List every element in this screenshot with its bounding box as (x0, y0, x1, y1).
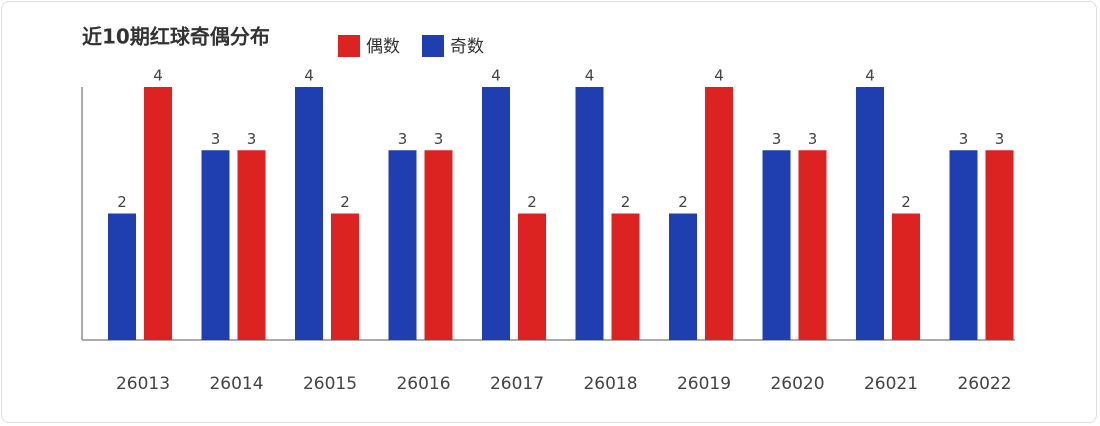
x-tick-label: 26013 (116, 374, 170, 394)
x-tick-label: 26018 (583, 374, 637, 394)
legend-label: 奇数 (450, 37, 484, 57)
value-label: 4 (585, 67, 595, 85)
bar (575, 87, 604, 340)
value-label: 4 (153, 67, 163, 85)
bar (949, 150, 978, 340)
bar (856, 87, 884, 340)
bar (762, 150, 791, 340)
bar (388, 150, 417, 340)
x-tick-label: 26015 (303, 374, 357, 394)
bar (985, 150, 1014, 340)
legend-swatch (422, 35, 444, 57)
value-label: 4 (865, 67, 875, 85)
value-label: 2 (340, 193, 350, 211)
bar (237, 150, 266, 340)
value-label: 2 (678, 193, 688, 211)
bar (669, 213, 697, 340)
value-label: 4 (491, 67, 501, 85)
bar (611, 213, 640, 340)
value-label: 2 (527, 193, 537, 211)
value-label: 3 (808, 130, 818, 148)
value-label: 2 (901, 193, 911, 211)
value-label: 4 (714, 67, 724, 85)
chart-title: 近10期红球奇偶分布 (82, 25, 270, 49)
value-label: 3 (772, 130, 782, 148)
value-label: 2 (621, 193, 631, 211)
x-tick-label: 26019 (677, 374, 731, 394)
x-tick-label: 26014 (209, 374, 263, 394)
value-label: 2 (117, 193, 127, 211)
x-tick-label: 26020 (770, 374, 824, 394)
bar (892, 213, 920, 340)
value-label: 3 (247, 130, 257, 148)
bar (424, 150, 453, 340)
bar (201, 150, 230, 340)
legend-label: 偶数 (366, 37, 400, 57)
x-tick-label: 26022 (957, 374, 1011, 394)
bar (144, 87, 172, 340)
bar (705, 87, 733, 340)
value-label: 4 (304, 67, 314, 85)
value-label: 3 (995, 130, 1005, 148)
legend-swatch (338, 35, 360, 57)
bar (482, 87, 510, 340)
bar (331, 213, 359, 340)
bar (518, 213, 546, 340)
value-label: 3 (959, 130, 969, 148)
x-tick-label: 26021 (864, 374, 918, 394)
x-tick-label: 26017 (490, 374, 544, 394)
bar (295, 87, 323, 340)
bar (108, 213, 136, 340)
value-label: 3 (434, 130, 444, 148)
bar (798, 150, 827, 340)
x-tick-label: 26016 (396, 374, 450, 394)
value-label: 3 (211, 130, 221, 148)
value-label: 3 (398, 130, 408, 148)
